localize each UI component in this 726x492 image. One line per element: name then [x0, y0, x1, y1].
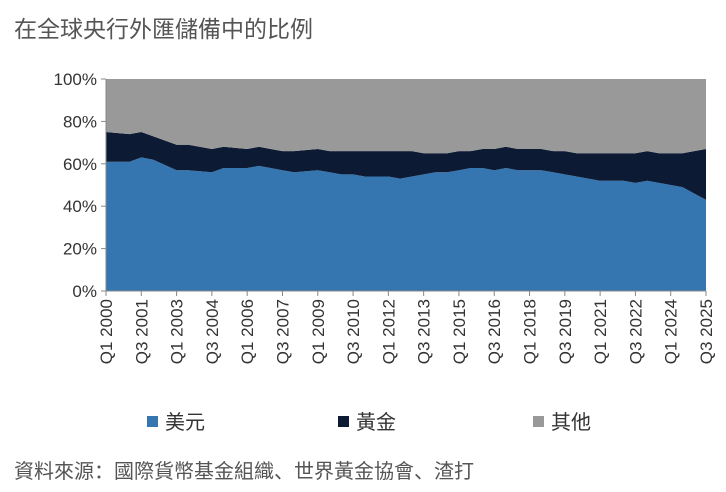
y-tick-label: 40%	[63, 197, 97, 216]
y-axis: 0% 20% 40% 60% 80% 100%	[54, 70, 107, 301]
x-tick-label: Q1 2000	[97, 299, 116, 364]
y-tick-label: 80%	[63, 112, 97, 131]
x-tick-label: Q1 2009	[309, 299, 328, 364]
legend-label: 美元	[165, 410, 205, 434]
legend-swatch	[338, 416, 349, 427]
legend-swatch	[147, 416, 158, 427]
x-axis: Q1 2000 Q3 2001 Q1 2003 Q3 2004 Q1 2006 Q3 20…	[97, 290, 716, 364]
legend: 美元 黃金 其他	[147, 410, 591, 434]
x-tick-label: Q3 2007	[273, 299, 292, 364]
x-tick-label: Q3 2004	[203, 299, 222, 364]
x-tick-label: Q1 2024	[662, 299, 681, 364]
legend-label: 黃金	[356, 410, 396, 434]
y-tick-label: 100%	[54, 70, 97, 89]
x-tick-label: Q1 2021	[591, 299, 610, 364]
x-tick-label: Q3 2013	[415, 299, 434, 364]
legend-label: 其他	[551, 410, 591, 434]
x-tick-label: Q3 2019	[556, 299, 575, 364]
plot-area	[106, 79, 706, 291]
y-tick-label: 0%	[72, 282, 97, 301]
area-series-0	[106, 157, 706, 291]
x-tick-label: Q1 2018	[521, 299, 540, 364]
x-tick-label: Q1 2006	[238, 299, 257, 364]
legend-swatch	[533, 416, 544, 427]
x-tick-label: Q3 2001	[132, 299, 151, 364]
area-series-1	[106, 132, 706, 200]
area-series-2	[106, 79, 706, 154]
x-tick-label: Q3 2025	[697, 299, 716, 364]
y-tick-label: 60%	[63, 155, 97, 174]
x-tick-label: Q3 2010	[344, 299, 363, 364]
x-tick-label: Q1 2015	[450, 299, 469, 364]
x-tick-label: Q3 2016	[485, 299, 504, 364]
x-tick-label: Q3 2022	[626, 299, 645, 364]
x-tick-label: Q1 2003	[168, 299, 187, 364]
chart-title: 在全球央行外匯儲備中的比例	[14, 17, 313, 43]
source-note: 資料來源：國際貨幣基金組織、世界黃金協會、渣打	[14, 459, 474, 483]
x-tick-label: Q1 2012	[379, 299, 398, 364]
y-tick-label: 20%	[63, 240, 97, 259]
